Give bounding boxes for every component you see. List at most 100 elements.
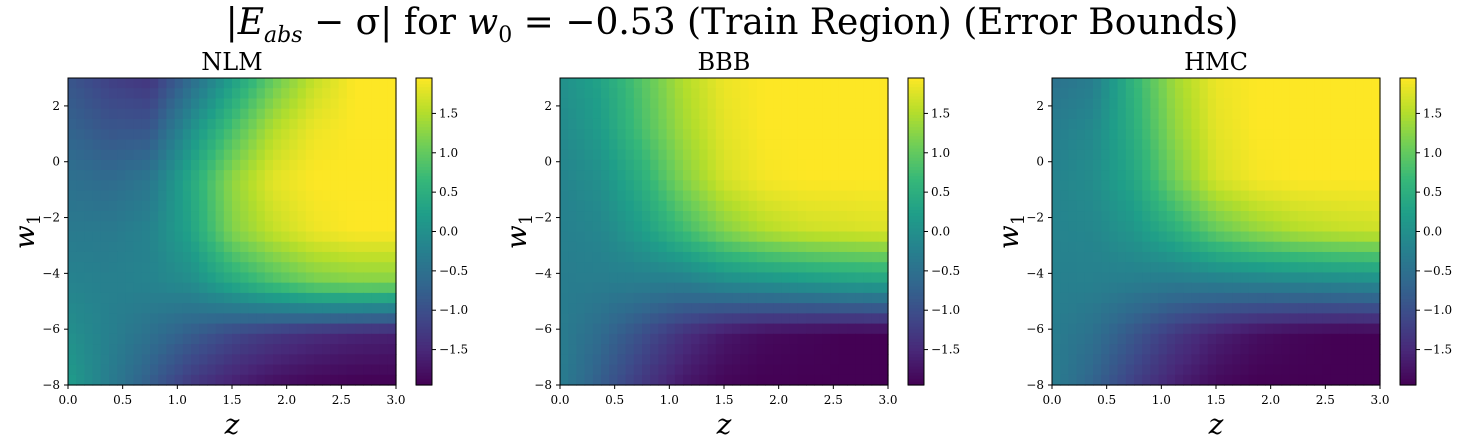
heatmap-cell <box>1281 180 1291 192</box>
heatmap-cell <box>158 282 167 294</box>
heatmap-cell <box>789 180 799 192</box>
heatmap-cell <box>879 344 889 355</box>
heatmap-cell <box>863 118 873 130</box>
heatmap-cell <box>1060 118 1069 130</box>
heatmap-cell <box>1314 364 1324 376</box>
heatmap-cell <box>666 159 676 171</box>
heatmap-cell <box>1363 303 1373 314</box>
heatmap-cell <box>1257 282 1266 294</box>
heatmap-cell <box>1207 364 1217 376</box>
heatmap-cell <box>601 251 610 263</box>
heatmap-cell <box>748 221 758 233</box>
heatmap-cell <box>1158 200 1168 212</box>
heatmap-cell <box>1265 170 1274 181</box>
x-tick-label: 2.0 <box>769 393 788 407</box>
heatmap-cell <box>1150 313 1160 325</box>
heatmap-cell <box>133 180 143 192</box>
heatmap-cell <box>1273 262 1283 274</box>
heatmap-cell <box>141 262 151 274</box>
heatmap-cell <box>814 272 823 284</box>
heatmap-cell <box>387 78 397 89</box>
heatmap-cell <box>724 323 733 335</box>
heatmap-cell <box>1207 170 1217 181</box>
heatmap-cell <box>1125 292 1135 304</box>
heatmap-cell <box>765 118 774 130</box>
heatmap-cell <box>838 333 848 345</box>
heatmap-cell <box>863 262 873 274</box>
heatmap-cell <box>1076 108 1086 120</box>
heatmap-cell <box>601 159 610 171</box>
heatmap-cell <box>1281 200 1291 212</box>
heatmap-cell <box>281 262 290 274</box>
heatmap-cell <box>642 149 651 161</box>
heatmap-cell <box>625 262 635 274</box>
heatmap-cell <box>322 272 331 284</box>
heatmap-cell <box>1371 344 1381 355</box>
heatmap-cell <box>683 282 692 294</box>
heatmap-cell <box>756 190 766 202</box>
heatmap-cell <box>748 159 758 171</box>
heatmap-cell <box>814 149 823 161</box>
heatmap-cell <box>732 98 741 110</box>
heatmap-cell <box>715 180 725 192</box>
heatmap-cell <box>371 354 381 366</box>
heatmap-cell <box>150 211 159 222</box>
heatmap-cell <box>847 139 856 151</box>
heatmap-cell <box>223 354 233 366</box>
colorbar-segment <box>1400 329 1416 334</box>
heatmap-cell <box>732 129 741 140</box>
heatmap-cell <box>150 323 159 335</box>
heatmap-cell <box>363 333 372 345</box>
heatmap-cell <box>346 200 356 212</box>
colorbar-segment <box>1400 271 1416 276</box>
heatmap-cell <box>822 88 832 100</box>
heatmap-cell <box>92 313 102 325</box>
heatmap-cell <box>740 323 750 335</box>
heatmap-cell <box>232 180 241 192</box>
colorbar-segment <box>1400 167 1416 171</box>
heatmap-cell <box>1339 180 1348 192</box>
x-tick-label: 0.5 <box>605 393 624 407</box>
heatmap-cell <box>806 211 815 222</box>
heatmap-cell <box>305 108 315 120</box>
colorbar-segment <box>1400 136 1416 140</box>
heatmap-cell <box>724 262 733 274</box>
heatmap-cell <box>568 344 577 355</box>
heatmap-cell <box>125 251 135 263</box>
heatmap-cell <box>781 313 791 325</box>
heatmap-cell <box>1117 118 1127 130</box>
colorbar-segment <box>1400 170 1416 174</box>
heatmap-cell <box>601 88 610 100</box>
heatmap-cell <box>822 262 832 274</box>
heatmap-cell <box>330 98 340 110</box>
heatmap-cell <box>650 118 659 130</box>
heatmap-cell <box>1052 221 1061 233</box>
heatmap-cell <box>1216 344 1225 355</box>
heatmap-cell <box>1330 129 1340 140</box>
colorbar-segment <box>416 191 432 196</box>
heatmap-cell <box>166 78 176 89</box>
panel-title: HMC <box>1184 48 1248 76</box>
heatmap-cell <box>806 149 815 161</box>
heatmap-cell <box>1330 221 1340 233</box>
heatmap-cell <box>1232 333 1242 345</box>
heatmap-cell <box>1224 149 1233 161</box>
heatmap-cell <box>305 139 315 151</box>
heatmap-cell <box>789 170 799 181</box>
heatmap-cell <box>232 190 241 202</box>
heatmap-cell <box>1134 272 1143 284</box>
heatmap-cell <box>609 364 618 376</box>
heatmap-cell <box>68 374 77 386</box>
heatmap-cell <box>1363 88 1373 100</box>
heatmap-cell <box>314 313 323 325</box>
heatmap-cell <box>691 333 700 345</box>
heatmap-cell <box>1224 231 1233 243</box>
heatmap-cell <box>117 374 126 386</box>
heatmap-cell <box>297 180 307 192</box>
heatmap-cell <box>256 251 266 263</box>
heatmap-cell <box>1281 241 1291 253</box>
heatmap-cell <box>617 323 627 335</box>
y-tick-label: 0 <box>52 155 60 169</box>
heatmap-cell <box>814 354 823 366</box>
heatmap-cell <box>1117 221 1127 233</box>
